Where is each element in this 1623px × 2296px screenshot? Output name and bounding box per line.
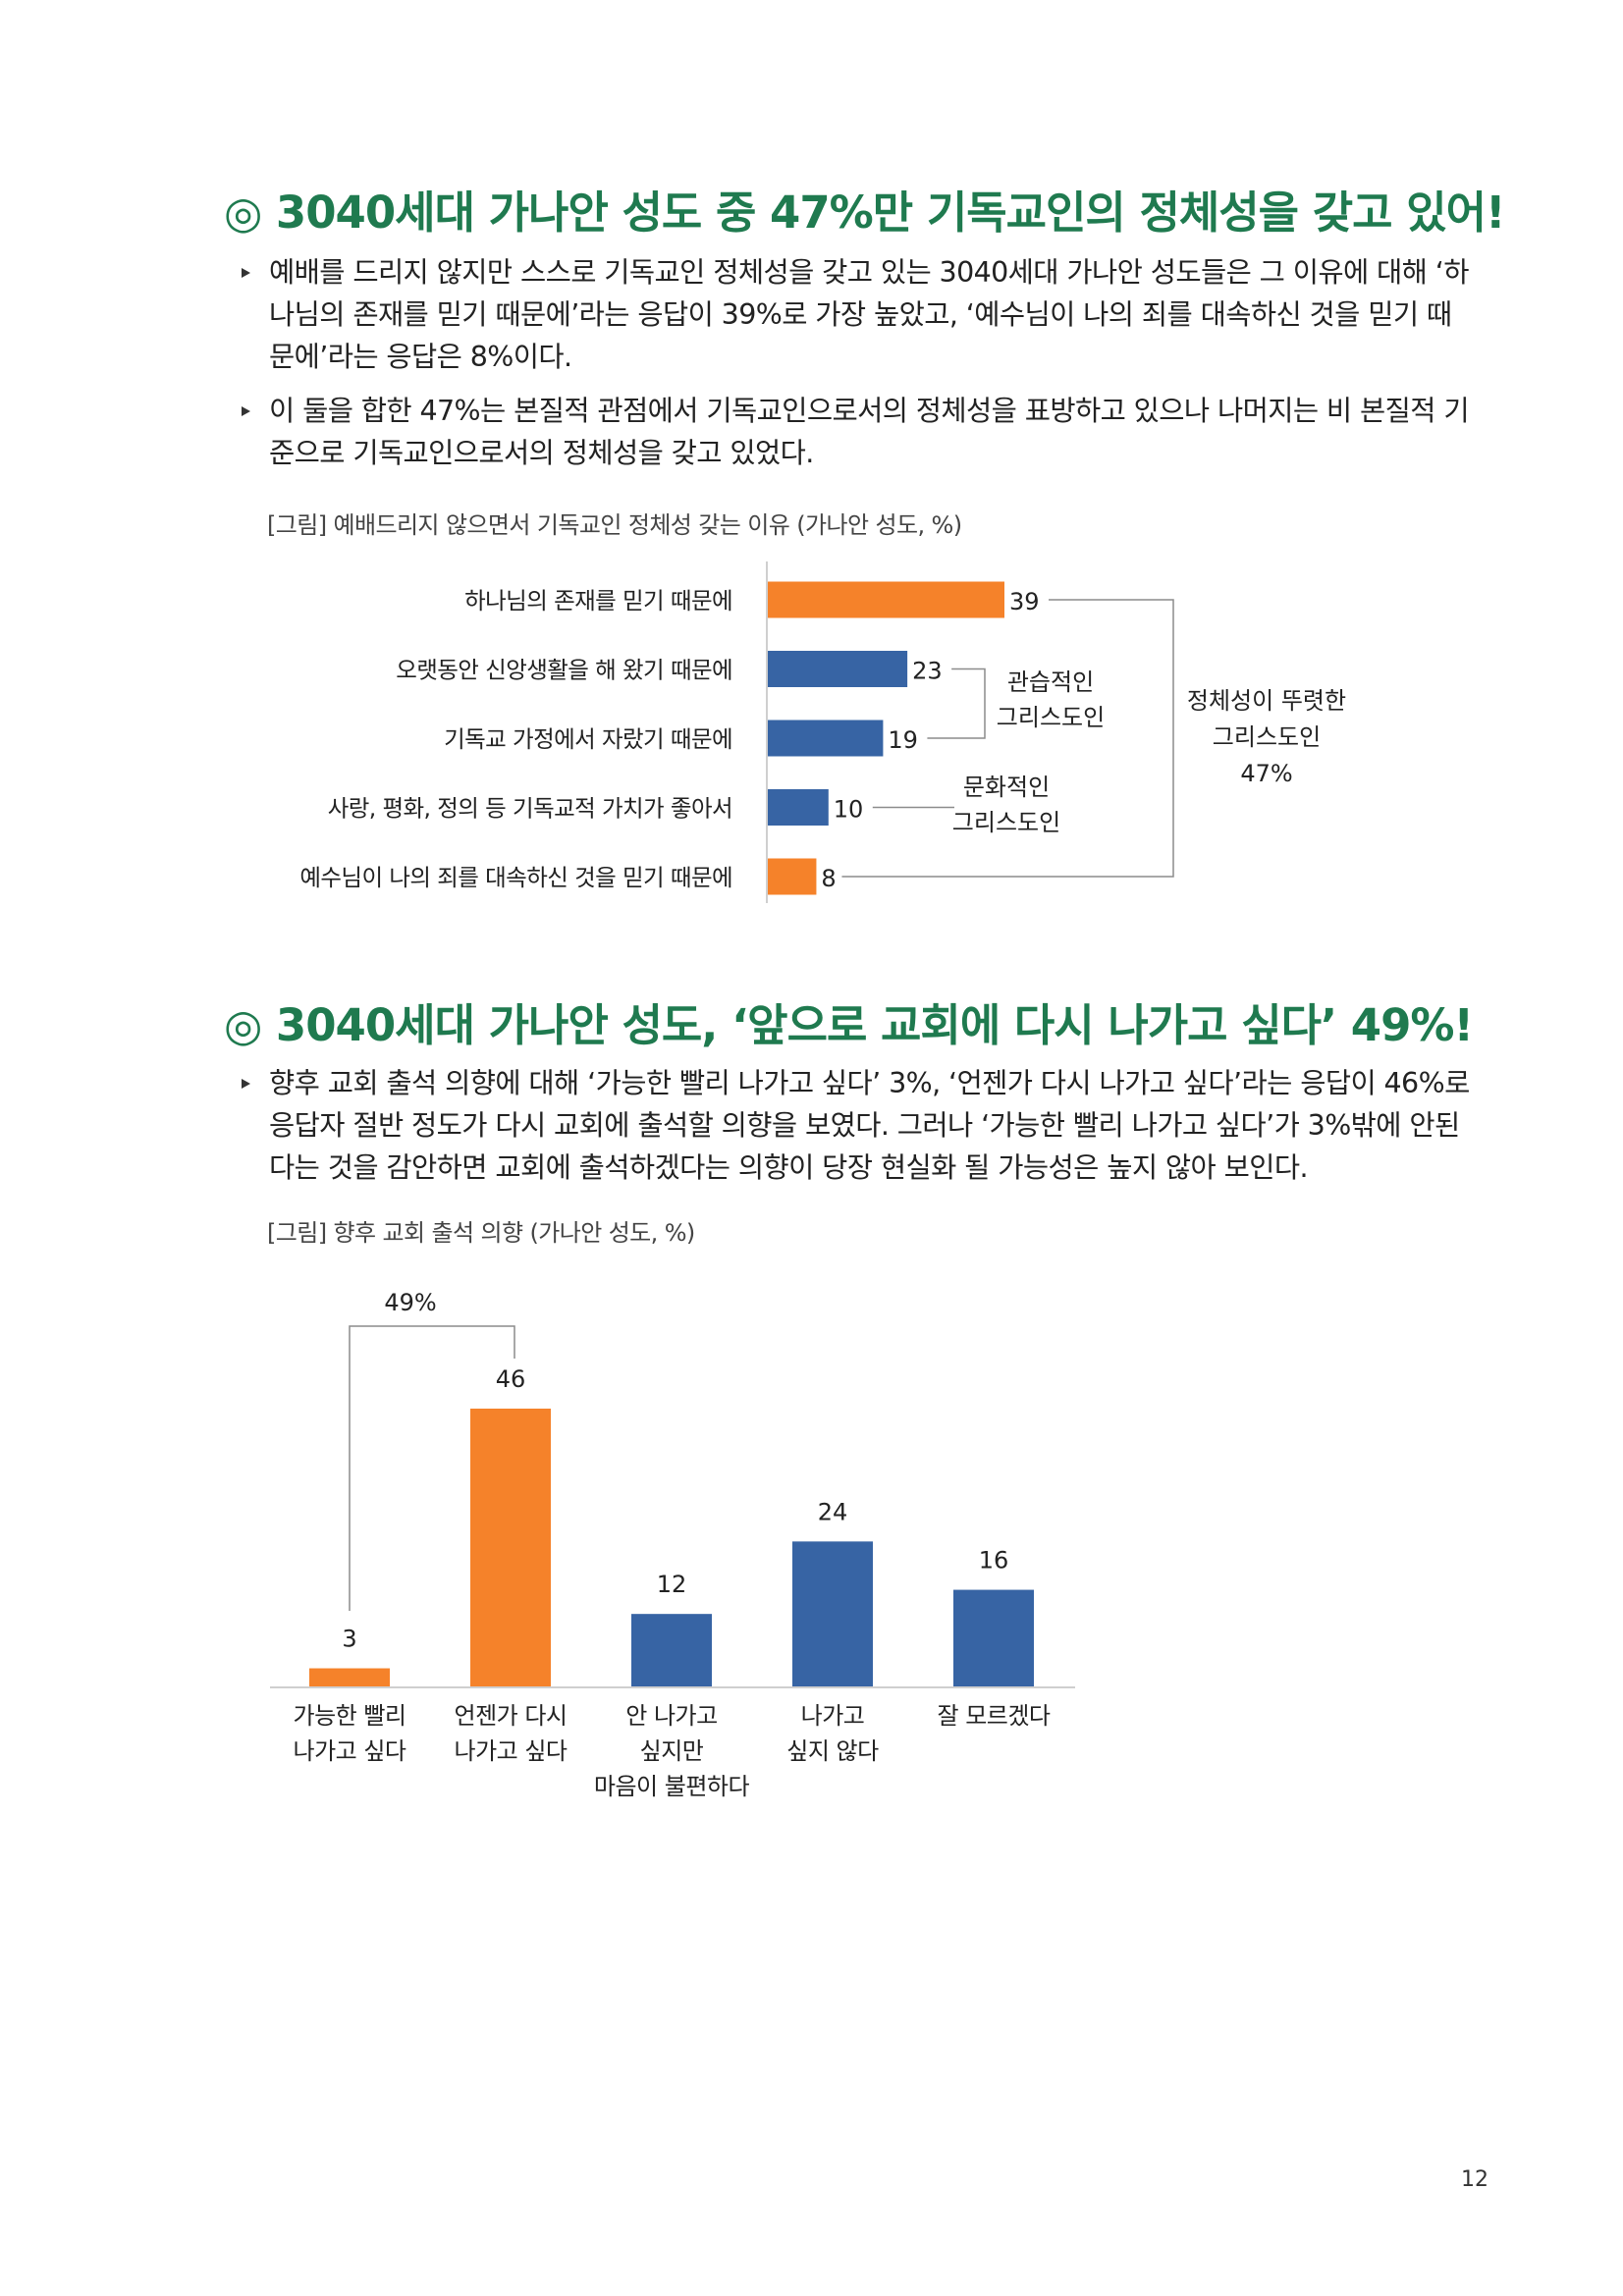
chart1-value-label: 10 — [834, 796, 864, 824]
chart1-bar — [768, 858, 817, 895]
para-line: 다는 것을 감안하면 교회에 출석하겠다는 의향이 당장 현실화 될 가능성은 … — [269, 1151, 1309, 1184]
chart1-category-label: 사랑, 평화, 정의 등 기독교적 가치가 좋아서 — [328, 795, 732, 823]
chart2-category-label: 언젠가 다시 — [454, 1702, 567, 1730]
chart1-category-label: 예수님이 나의 죄를 대속하신 것을 믿기 때문에 — [299, 864, 732, 891]
para-line: 향후 교회 출석 의향에 대해 ‘가능한 빨리 나가고 싶다’ 3%, ‘언젠가… — [269, 1067, 1470, 1099]
chart1-category-label: 오랫동안 신앙생활을 해 왔기 때문에 — [396, 657, 732, 684]
chart1-bar — [768, 789, 829, 826]
triangle-bullet-icon — [240, 267, 251, 279]
para-line: 나님의 존재를 믿기 때문에’라는 응답이 39%로 가장 높았고, ‘예수님이… — [269, 298, 1452, 331]
chart1-category-label: 기독교 가정에서 자랐기 때문에 — [444, 725, 732, 753]
chart2-category-label: 나가고 싶다 — [293, 1737, 406, 1765]
chart2-value-label: 16 — [979, 1547, 1009, 1575]
chart2-caption: [그림] 향후 교회 출석 의향 (가나안 성도, %) — [267, 1219, 695, 1247]
page-number: 12 — [1461, 2167, 1488, 2192]
chart1-value-label: 39 — [1009, 588, 1040, 615]
section1-paragraph-1: 예배를 드리지 않지만 스스로 기독교인 정체성을 갖고 있는 3040세대 가… — [269, 251, 1487, 378]
para-line: 이 둘을 합한 47%는 본질적 관점에서 기독교인으로서의 정체성을 표방하고… — [269, 395, 1470, 427]
chart2-bar — [470, 1409, 551, 1686]
section1-title: ◎ 3040세대 가나안 성도 중 47%만 기독교인의 정체성을 갖고 있어! — [224, 187, 1506, 239]
para-line: 준으로 기독교인으로서의 정체성을 갖고 있었다. — [269, 437, 814, 469]
chart2-value-label: 24 — [818, 1498, 848, 1525]
chart2-value-label: 3 — [342, 1626, 356, 1653]
chart1-annotation-identity: 그리스도인 — [1213, 723, 1321, 751]
chart1-bracket-customary — [927, 667, 986, 739]
chart2-value-label: 12 — [657, 1571, 687, 1598]
chart1-annotation-cultural: 그리스도인 — [952, 809, 1060, 836]
chart2-bar — [631, 1614, 712, 1686]
section1-paragraph-2: 이 둘을 합한 47%는 본질적 관점에서 기독교인으로서의 정체성을 표방하고… — [269, 390, 1487, 474]
chart2-bracket — [349, 1325, 515, 1611]
chart1-bar — [768, 720, 884, 757]
chart1-bar — [768, 651, 908, 687]
chart1-annotation-customary: 그리스도인 — [997, 704, 1105, 731]
chart2-bar — [792, 1541, 873, 1686]
chart2-bar — [309, 1668, 390, 1686]
chart2-category-label: 나가고 — [801, 1702, 865, 1730]
chart1-value-label: 8 — [821, 865, 836, 892]
chart2-category-label: 싶지 않다 — [786, 1737, 879, 1765]
chart1-value-label: 23 — [912, 658, 943, 685]
chart2-category-label: 가능한 빨리 — [293, 1702, 406, 1730]
chart2-bar — [953, 1589, 1034, 1686]
triangle-bullet-icon — [240, 1078, 251, 1090]
chart2-annotation-label: 49% — [384, 1289, 436, 1316]
chart1-caption: [그림] 예배드리지 않으면서 기독교인 정체성 갖는 이유 (가나안 성도, … — [267, 511, 962, 539]
para-line: 문에’라는 응답은 8%이다. — [269, 341, 572, 373]
chart1-annotation-cultural: 문화적인 — [963, 774, 1050, 801]
chart1-bar — [768, 581, 1004, 618]
chart1-category-label: 하나님의 존재를 믿기 때문에 — [464, 587, 732, 614]
chart1-annotation-customary: 관습적인 — [1007, 668, 1094, 696]
chart2-category-label: 나가고 싶다 — [454, 1737, 567, 1765]
chart2-value-label: 46 — [496, 1365, 526, 1393]
chart2-category-label: 마음이 불편하다 — [594, 1773, 750, 1800]
chart1-bracket-identity — [841, 599, 1174, 878]
section2-paragraph-1: 향후 교회 출석 의향에 대해 ‘가능한 빨리 나가고 싶다’ 3%, ‘언젠가… — [269, 1062, 1487, 1189]
chart1-value-label: 19 — [888, 726, 918, 754]
para-line: 응답자 절반 정도가 다시 교회에 출석할 의향을 보였다. 그러나 ‘가능한 … — [269, 1109, 1460, 1142]
chart1-annotation-identity: 정체성이 뚜렷한 — [1187, 687, 1346, 715]
chart2-category-label: 잘 모르겠다 — [937, 1702, 1050, 1730]
chart1-annotation-identity: 47% — [1240, 760, 1292, 787]
chart2-category-label: 싶지만 — [640, 1737, 704, 1765]
chart2-category-label: 안 나가고 — [625, 1702, 717, 1730]
section2-title: ◎ 3040세대 가나안 성도, ‘앞으로 교회에 다시 나가고 싶다’ 49%… — [224, 999, 1474, 1051]
para-line: 예배를 드리지 않지만 스스로 기독교인 정체성을 갖고 있는 3040세대 가… — [269, 256, 1469, 289]
triangle-bullet-icon — [240, 405, 251, 417]
